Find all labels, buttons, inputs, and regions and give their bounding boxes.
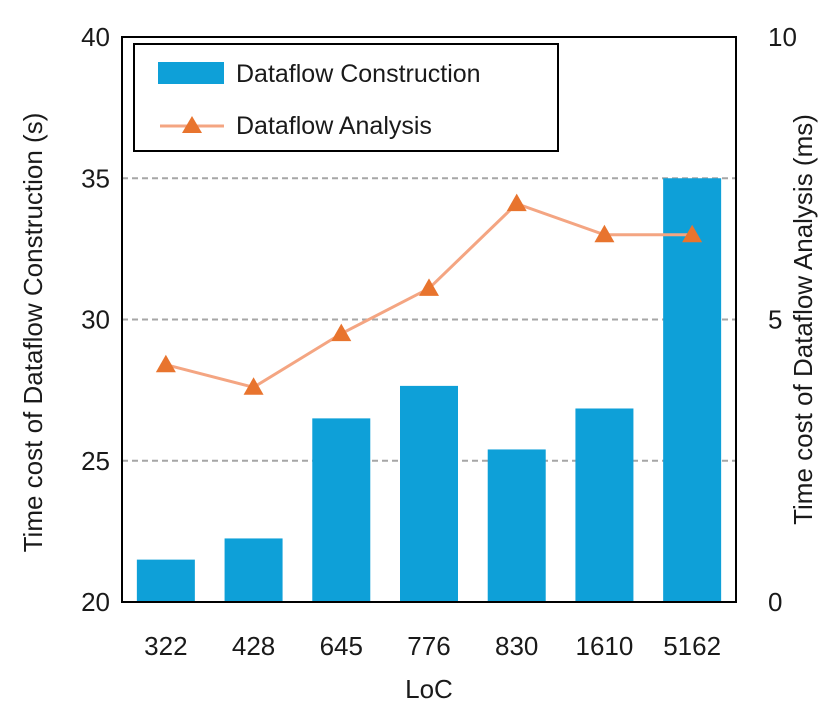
y2-tick-label: 10 (768, 22, 797, 52)
legend-box (133, 43, 559, 152)
x-tick-label: 1610 (576, 631, 634, 661)
analysis-point-776 (419, 278, 439, 296)
y2-axis-title: Time cost of Dataflow Analysis (ms) (788, 114, 818, 525)
analysis-point-322 (155, 354, 176, 373)
legend-bar-swatch (158, 62, 224, 84)
analysis-point-645 (331, 323, 352, 342)
bar-645 (312, 418, 371, 602)
legend-triangle-icon (182, 116, 202, 133)
x-tick-label: 830 (495, 631, 538, 661)
x-tick-label: 322 (144, 631, 187, 661)
bar-428 (224, 538, 283, 602)
legend-label-analysis: Dataflow Analysis (236, 112, 432, 140)
y-tick-label: 25 (81, 446, 110, 476)
x-tick-label: 5162 (663, 631, 721, 661)
legend-label-construction: Dataflow Construction (236, 60, 481, 88)
y-tick-label: 40 (81, 22, 110, 52)
bar-1610 (575, 408, 634, 602)
x-axis-title: LoC (405, 674, 453, 704)
gridlines (122, 177, 736, 462)
y2-tick-label: 5 (768, 305, 782, 335)
plot-frame (121, 36, 737, 603)
bar-776 (400, 385, 458, 602)
legend: Dataflow Construction Dataflow Analysis (133, 43, 559, 152)
y-tick-label: 30 (81, 305, 110, 335)
y2-tick-label: 0 (768, 587, 782, 617)
bar-5162 (663, 178, 722, 602)
y-tick-label: 20 (81, 587, 110, 617)
x-tick-label: 645 (320, 631, 363, 661)
analysis-point-1610 (594, 224, 615, 243)
analysis-line (155, 193, 703, 395)
analysis-point-428 (243, 377, 264, 395)
x-tick-label: 776 (407, 631, 450, 661)
axes: 20 25 30 35 40 0 5 10 322 428 645 776 830 1610 5162 LoC… (18, 22, 818, 704)
y-axis-title: Time cost of Dataflow Construction (s) (18, 113, 48, 553)
x-tick-label: 428 (232, 631, 275, 661)
bar-322 (136, 559, 195, 602)
y-tick-label: 35 (81, 163, 110, 193)
analysis-point-5162 (682, 224, 703, 243)
bars (136, 178, 722, 602)
bar-830 (487, 449, 546, 602)
analysis-point-830 (506, 193, 527, 212)
